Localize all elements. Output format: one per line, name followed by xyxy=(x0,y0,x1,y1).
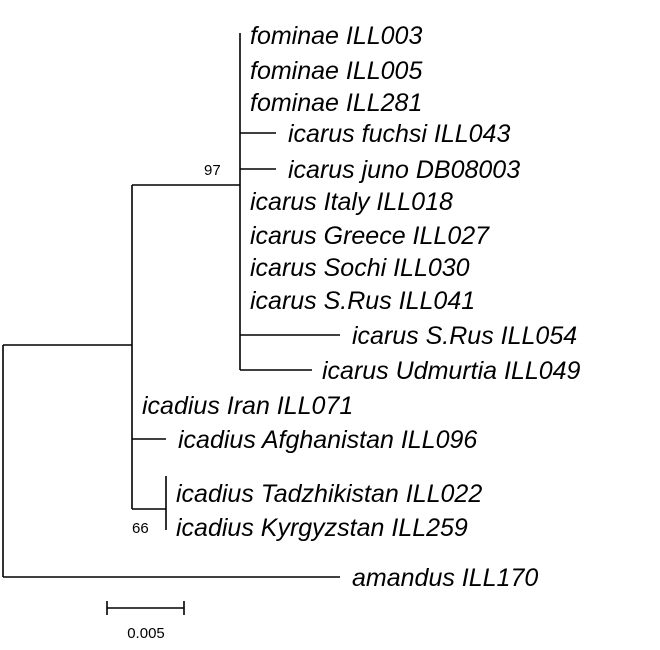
taxon-label: fominae ILL005 xyxy=(250,57,422,85)
support-values: 97 66 xyxy=(132,162,221,537)
support-value-icarus-clade: 97 xyxy=(204,162,221,179)
taxon-label: amandus ILL170 xyxy=(352,564,538,592)
taxon-label: icarus fuchsi ILL043 xyxy=(288,120,510,148)
scale-bar: 0.005 xyxy=(106,601,185,642)
taxon-label: icarus Udmurtia ILL049 xyxy=(322,357,581,385)
taxon-label: fominae ILL003 xyxy=(250,22,422,50)
support-value-tadzhikistan-kyrgyzstan-clade: 66 xyxy=(132,520,149,537)
taxon-label: icadius Iran ILL071 xyxy=(142,392,353,420)
taxon-labels: fominae ILL003 fominae ILL005 fominae IL… xyxy=(142,22,581,592)
taxon-label: fominae ILL281 xyxy=(250,89,422,117)
taxon-label: icadius Kyrgyzstan ILL259 xyxy=(176,514,468,542)
taxon-label: icarus S.Rus ILL054 xyxy=(352,322,577,350)
taxon-label: icarus Sochi ILL030 xyxy=(250,254,470,282)
taxon-label: icarus Italy ILL018 xyxy=(250,188,453,216)
taxon-label: icarus Greece ILL027 xyxy=(250,222,490,250)
taxon-label: icarus juno DB08003 xyxy=(288,156,520,184)
scale-bar-label: 0.005 xyxy=(127,625,165,642)
taxon-label: icadius Tadzhikistan ILL022 xyxy=(176,480,482,508)
taxon-label: icarus S.Rus ILL041 xyxy=(250,287,475,315)
tree-branches xyxy=(2,33,340,578)
taxon-label: icadius Afghanistan ILL096 xyxy=(178,426,477,454)
